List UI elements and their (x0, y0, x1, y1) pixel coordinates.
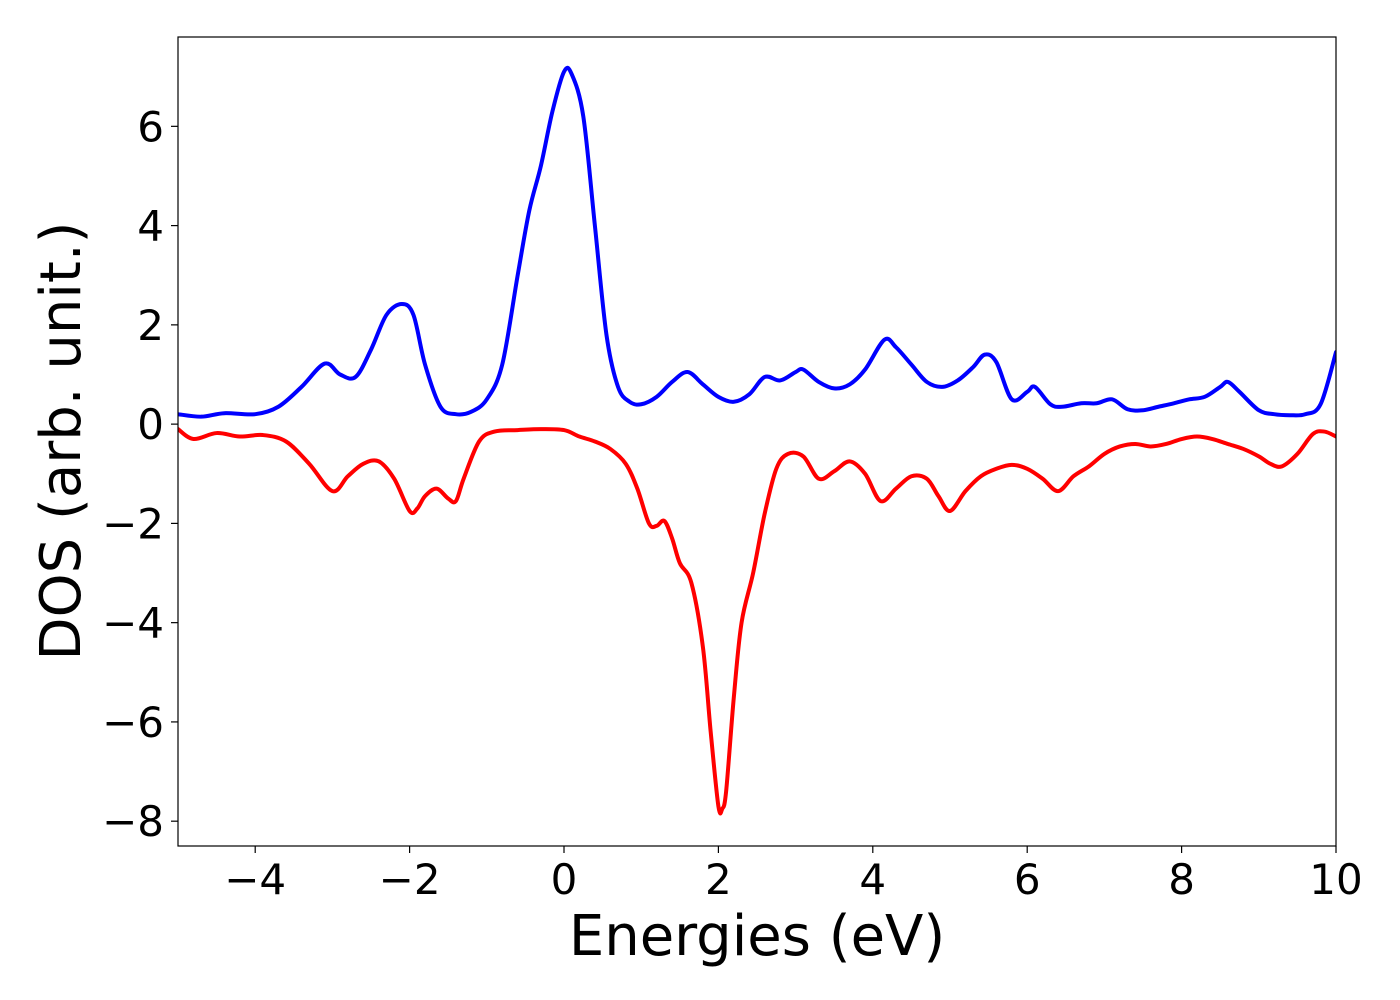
y-tick-label: 6 (137, 102, 164, 151)
x-tick-label: 8 (1168, 855, 1195, 904)
y-axis-ticks: −8 −6 −4 −2 0 2 4 6 (102, 102, 178, 846)
y-tick-label: 4 (137, 202, 164, 251)
x-axis-label: Energies (eV) (569, 904, 945, 969)
x-tick-label: 4 (859, 855, 886, 904)
y-tick-label: −6 (102, 698, 164, 747)
x-tick-label: 2 (705, 855, 732, 904)
y-tick-label: −4 (102, 599, 164, 648)
series-line-2 (178, 427, 1336, 816)
x-tick-label: 0 (551, 855, 578, 904)
x-axis-ticks: −4 −2 0 2 4 6 8 10 (224, 846, 1363, 904)
series-line-1 (178, 65, 1336, 419)
y-axis-label: DOS (arb. unit.) (29, 221, 94, 660)
x-tick-label: 10 (1309, 855, 1362, 904)
y-tick-label: 0 (137, 400, 164, 449)
y-tick-label: 2 (137, 301, 164, 350)
y-tick-label: −2 (102, 499, 164, 548)
y-tick-label: −8 (102, 797, 164, 846)
x-tick-label: −4 (224, 855, 286, 904)
x-tick-label: −2 (379, 855, 441, 904)
plot-frame (177, 36, 1337, 847)
series-layer (178, 65, 1336, 816)
x-tick-label: 6 (1014, 855, 1041, 904)
